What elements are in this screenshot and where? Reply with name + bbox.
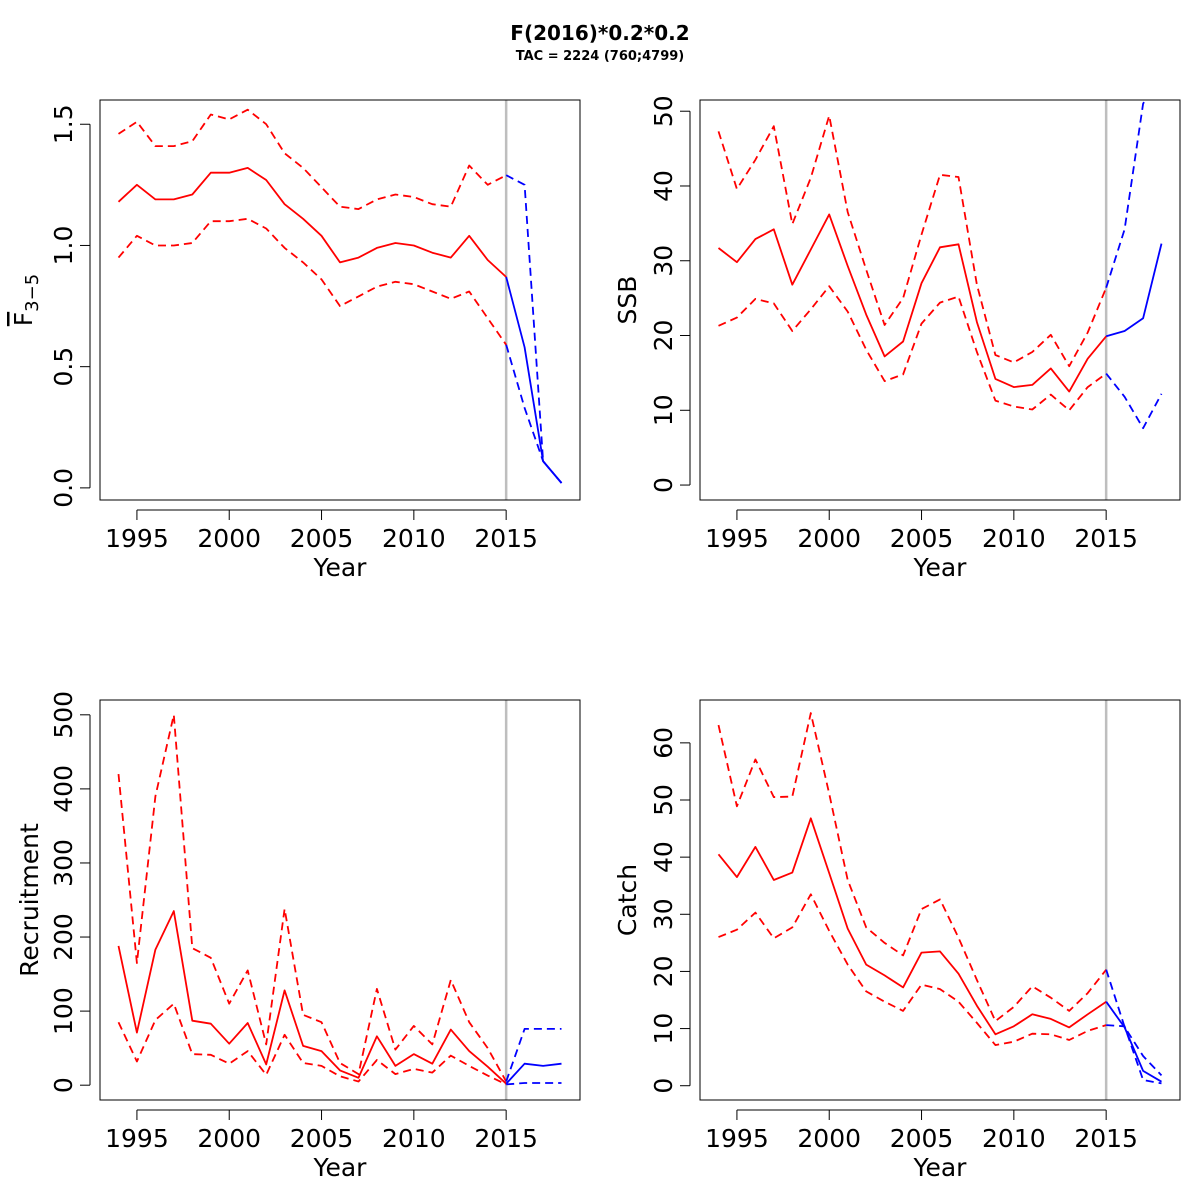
recruitment-y-tick-label: 400 <box>49 765 78 813</box>
catch-x-axis-label: Year <box>913 1153 968 1182</box>
recruitment-x-tick-label: 2000 <box>197 1124 261 1153</box>
fbar-y-axis-label: F3−5 <box>9 274 43 326</box>
fbar-y-tick-label: 1.0 <box>49 226 78 266</box>
ssb-y-tick-label: 20 <box>649 320 678 352</box>
ssb-y-tick-label: 50 <box>649 95 678 127</box>
ssb-y-tick-label: 10 <box>649 394 678 426</box>
catch-y-tick-label: 50 <box>649 784 678 816</box>
ssb-series-projection-upper <box>1105 100 1147 288</box>
catch-plot-frame <box>699 699 1181 1101</box>
catch-x-tick-label: 2005 <box>890 1124 954 1153</box>
panel-fbar: 1995 2000 2005 2010 2015 0.0 0.5 1.0 1.5 Year F3−5 <box>9 99 581 582</box>
figure-title: F(2016)*0.2*0.2 <box>510 21 689 45</box>
ssb-x-tick-label: 2010 <box>982 524 1046 553</box>
ssb-plot-frame <box>699 99 1181 501</box>
catch-y-tick-label: 60 <box>649 727 678 759</box>
fbar-x-tick-label: 1995 <box>105 524 169 553</box>
fbar-series-historical-upper <box>118 108 507 211</box>
ssb-y-tick-label: 40 <box>649 170 678 202</box>
fbar-y-tick-label: 1.5 <box>49 104 78 144</box>
recruitment-series-historical-lower <box>117 1002 507 1086</box>
recruitment-y-tick-label: 100 <box>49 987 78 1035</box>
fbar-y-tick-label: 0.0 <box>49 468 78 508</box>
recruitment-series-historical-upper <box>117 713 507 1082</box>
fbar-series-projection-lower <box>505 344 563 484</box>
ssb-series-historical-upper <box>717 114 1108 368</box>
catch-series-historical-upper <box>717 712 1107 1022</box>
recruitment-y-tick-label: 0 <box>49 1077 78 1093</box>
recruitment-y-tick-label: 200 <box>49 913 78 961</box>
fbar-x-tick-label: 2000 <box>197 524 261 553</box>
catch-y-tick-label: 0 <box>649 1078 678 1094</box>
ssb-x-tick-label: 2015 <box>1074 524 1138 553</box>
ssb-series-historical-lower <box>718 285 1107 412</box>
catch-x-tick-label: 2010 <box>982 1124 1046 1153</box>
catch-series-projection-median <box>1105 1001 1162 1083</box>
catch-x-tick-label: 2000 <box>797 1124 861 1153</box>
panel-recruitment: 1995 2000 2005 2010 2015 0 100 200 300 400 500 Year… <box>15 691 581 1182</box>
ssb-y-tick-label: 0 <box>649 477 678 493</box>
recruitment-x-tick-label: 1995 <box>105 1124 169 1153</box>
fbar-series-projection-median <box>505 276 563 484</box>
recruitment-series-historical-median <box>117 910 507 1085</box>
catch-x-tick-label: 2015 <box>1074 1124 1138 1153</box>
figure-subtitle: TAC = 2224 (760;4799) <box>516 49 685 64</box>
panel-ssb: 1995 2000 2005 2010 2015 0 10 20 30 40 50 Year SSB <box>613 95 1181 582</box>
catch-series-historical-median <box>717 817 1107 1036</box>
fbar-x-tick-label: 2015 <box>474 524 538 553</box>
fbar-x-axis-label: Year <box>313 553 368 582</box>
recruitment-y-tick-label: 300 <box>49 839 78 887</box>
catch-series-projection-lower <box>1106 1024 1162 1085</box>
ssb-series-projection-median <box>1105 243 1163 338</box>
ssb-x-tick-label: 2005 <box>890 524 954 553</box>
fbar-series-historical-lower <box>117 217 507 346</box>
ssb-series-historical-median <box>717 213 1107 393</box>
fbar-series-historical-median <box>117 166 507 278</box>
catch-y-axis-label: Catch <box>613 864 642 936</box>
fbar-x-tick-label: 2010 <box>382 524 446 553</box>
catch-series-projection-upper <box>1105 969 1163 1077</box>
ssb-series-projection-lower <box>1105 373 1163 430</box>
fbar-x-tick-label: 2005 <box>290 524 354 553</box>
catch-y-tick-label: 10 <box>649 1013 678 1045</box>
recruitment-x-tick-label: 2005 <box>290 1124 354 1153</box>
recruitment-x-axis-label: Year <box>313 1153 368 1182</box>
ssb-y-tick-label: 30 <box>649 245 678 277</box>
catch-series-historical-lower <box>718 893 1107 1046</box>
ssb-x-axis-label: Year <box>913 553 968 582</box>
recruitment-series-projection-upper <box>505 1028 562 1082</box>
catch-y-tick-label: 30 <box>649 898 678 930</box>
catch-x-tick-label: 1995 <box>705 1124 769 1153</box>
recruitment-series-projection-median <box>505 1062 562 1085</box>
ssb-x-tick-label: 1995 <box>705 524 769 553</box>
recruitment-plot-frame <box>99 699 581 1101</box>
catch-y-tick-label: 20 <box>649 956 678 988</box>
recruitment-series-projection-lower <box>506 1082 562 1086</box>
panel-catch: 1995 2000 2005 2010 2015 0 10 20 30 40 50 60 Year Cat… <box>613 699 1181 1182</box>
fbar-plot-frame <box>99 99 581 501</box>
recruitment-y-tick-label: 500 <box>49 691 78 739</box>
recruitment-y-axis-label: Recruitment <box>15 823 44 977</box>
fbar-y-tick-label: 0.5 <box>49 347 78 387</box>
ssb-x-tick-label: 2000 <box>797 524 861 553</box>
ssb-y-axis-label: SSB <box>613 276 642 325</box>
catch-y-tick-label: 40 <box>649 841 678 873</box>
recruitment-x-tick-label: 2010 <box>382 1124 446 1153</box>
recruitment-x-tick-label: 2015 <box>474 1124 538 1153</box>
